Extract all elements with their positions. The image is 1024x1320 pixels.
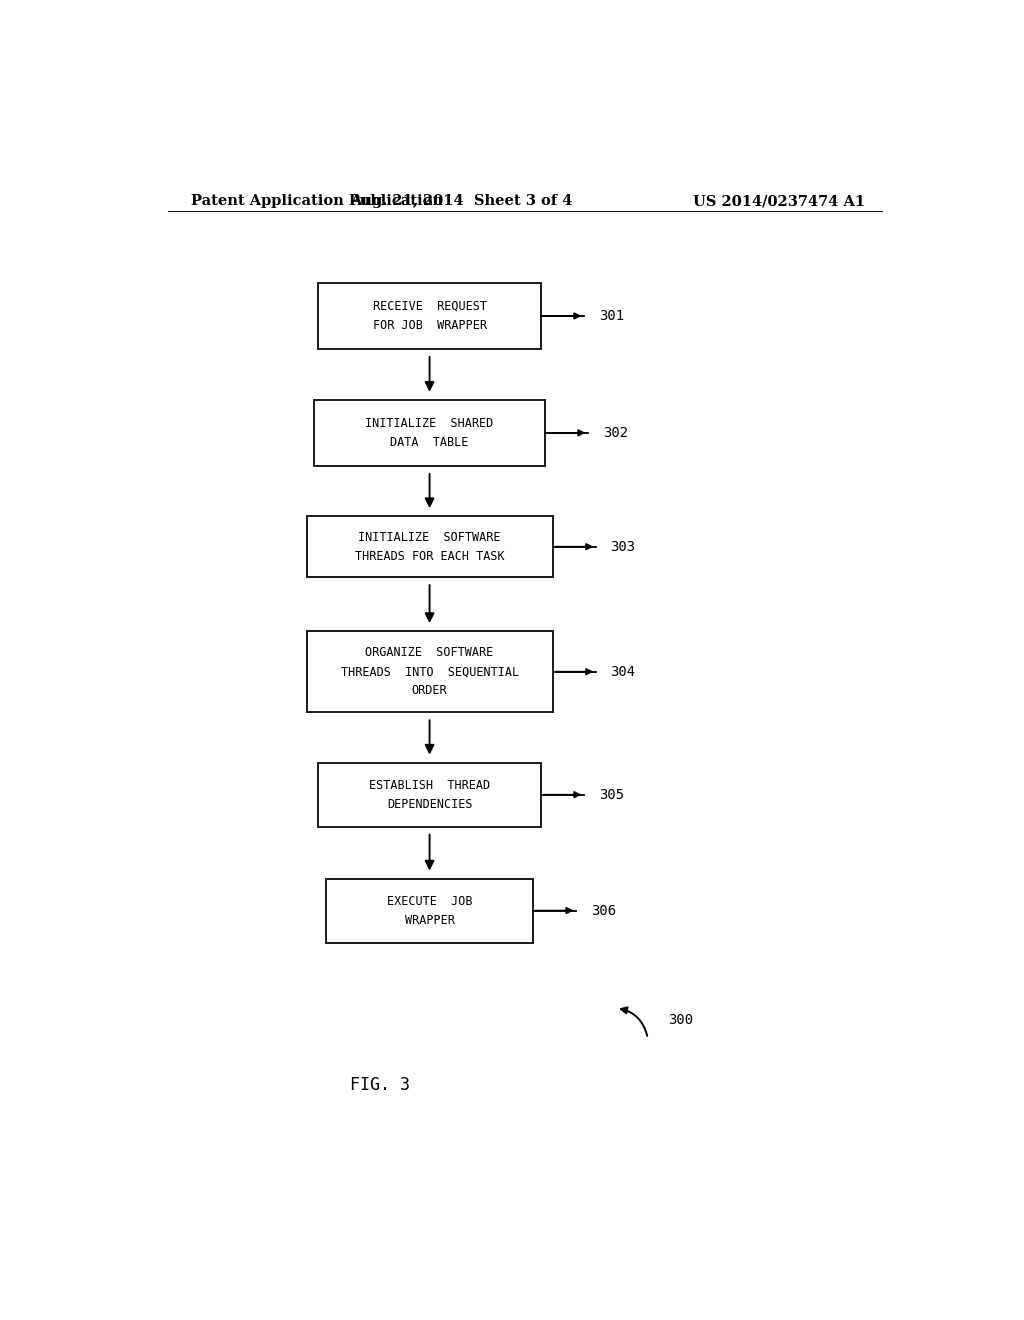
Text: 301: 301 [599, 309, 624, 323]
Text: FIG. 3: FIG. 3 [350, 1076, 411, 1094]
Text: 305: 305 [599, 788, 624, 801]
Text: Patent Application Publication: Patent Application Publication [191, 194, 443, 209]
Text: INITIALIZE  SHARED
DATA  TABLE: INITIALIZE SHARED DATA TABLE [366, 417, 494, 449]
Text: US 2014/0237474 A1: US 2014/0237474 A1 [692, 194, 865, 209]
Text: ORGANIZE  SOFTWARE
THREADS  INTO  SEQUENTIAL
ORDER: ORGANIZE SOFTWARE THREADS INTO SEQUENTIA… [341, 647, 518, 697]
Text: 300: 300 [668, 1014, 693, 1027]
Text: 303: 303 [610, 540, 636, 553]
Text: 304: 304 [610, 665, 636, 678]
Bar [314, 400, 545, 466]
Text: 302: 302 [602, 426, 628, 440]
Text: Aug. 21, 2014  Sheet 3 of 4: Aug. 21, 2014 Sheet 3 of 4 [350, 194, 572, 209]
Text: EXECUTE  JOB
WRAPPER: EXECUTE JOB WRAPPER [387, 895, 472, 927]
Text: ESTABLISH  THREAD
DEPENDENCIES: ESTABLISH THREAD DEPENDENCIES [369, 779, 490, 810]
Bar [306, 516, 553, 577]
Text: 306: 306 [591, 903, 615, 917]
Bar [318, 763, 541, 826]
Bar [306, 631, 553, 713]
Text: RECEIVE  REQUEST
FOR JOB  WRAPPER: RECEIVE REQUEST FOR JOB WRAPPER [373, 300, 486, 331]
Bar [327, 879, 532, 942]
Text: INITIALIZE  SOFTWARE
THREADS FOR EACH TASK: INITIALIZE SOFTWARE THREADS FOR EACH TAS… [354, 531, 505, 562]
Bar [318, 282, 541, 348]
